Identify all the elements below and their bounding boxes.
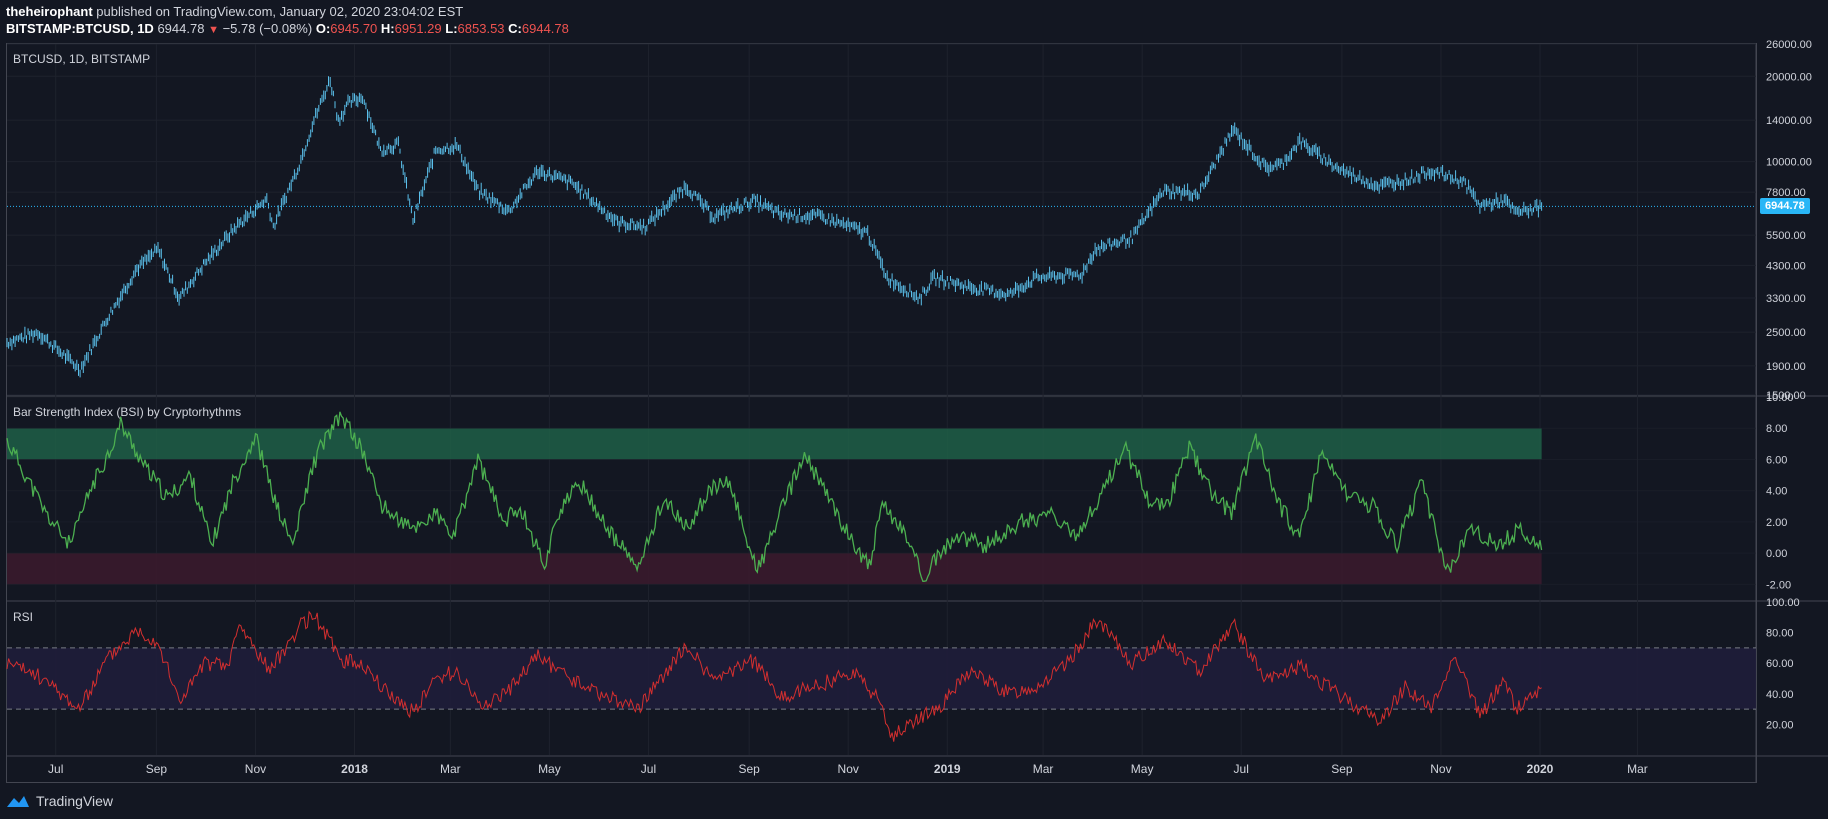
low-value: 6853.53 (457, 21, 505, 36)
price-axis-tick-label: 20000.00 (1766, 71, 1812, 83)
bsi-lower-zone (7, 553, 1542, 585)
rsi-axis-tick-label: 20.00 (1766, 719, 1794, 731)
symbol-label[interactable]: BITSTAMP:BTCUSD, 1D (6, 21, 154, 36)
last-price-tag: 6944.78 (1760, 198, 1810, 215)
publish-info: published on TradingView.com, January 02… (96, 4, 464, 19)
bsi-axis-tick-label: 6.00 (1766, 454, 1787, 466)
x-axis-tick-label: Jul (1234, 762, 1249, 776)
publish-line: theheirophant published on TradingView.c… (6, 4, 463, 19)
bsi-axis-tick-label: 4.00 (1766, 486, 1787, 498)
header: theheirophant published on TradingView.c… (0, 0, 1828, 42)
bsi-axis-tick-label: -2.00 (1766, 579, 1791, 591)
high-label: H: (380, 21, 395, 36)
bsi-upper-zone (7, 428, 1542, 460)
brand-name[interactable]: TradingView (36, 793, 114, 809)
rsi-axis-tick-label: 80.00 (1766, 628, 1794, 640)
price-axis-tick-label: 7800.00 (1766, 187, 1806, 199)
author-name[interactable]: theheirophant (6, 4, 93, 19)
bsi-axis-tick-label: 10.00 (1766, 392, 1794, 404)
price-bars (6, 76, 1543, 378)
close-value: 6944.78 (521, 21, 569, 36)
x-axis-tick-label: Sep (1331, 762, 1353, 776)
rsi-band (7, 647, 1756, 710)
x-axis-tick-label: 2020 (1527, 762, 1554, 776)
x-axis-tick-label: May (1131, 762, 1154, 776)
x-axis-tick-label: Mar (1627, 762, 1648, 776)
bsi-axis-tick-label: 2.00 (1766, 517, 1787, 529)
rsi-line (6, 610, 1542, 742)
price-pane-title: BTCUSD, 1D, BITSTAMP (13, 52, 151, 66)
price-change: −5.78 (−0.08%) (222, 21, 313, 36)
x-axis-tick-label: Mar (1033, 762, 1054, 776)
x-axis-tick-label: Jul (48, 762, 63, 776)
x-axis-tick-label: Nov (1430, 762, 1451, 776)
last-price: 6944.78 (157, 21, 205, 36)
footer: TradingView (6, 790, 113, 812)
high-value: 6951.29 (394, 21, 442, 36)
price-axis-tick-label: 14000.00 (1766, 115, 1812, 127)
x-axis-tick-label: Jul (641, 762, 656, 776)
x-axis-tick-label: Mar (440, 762, 461, 776)
price-axis-tick-label: 1500.00 (1766, 390, 1806, 402)
price-axis-tick-label: 1900.00 (1766, 361, 1806, 373)
x-axis-tick-label: Sep (146, 762, 168, 776)
bsi-axis-tick-label: 0.00 (1766, 548, 1787, 560)
price-axis-tick-label: 2500.00 (1766, 327, 1806, 339)
bsi-line (6, 411, 1543, 582)
down-triangle-icon: ▼ (208, 24, 219, 36)
x-axis-tick-label: 2018 (341, 762, 368, 776)
open-label: O: (315, 21, 331, 36)
rsi-pane-title: RSI (13, 610, 34, 624)
x-axis-tick-label: Nov (838, 762, 859, 776)
x-axis-tick-label: May (538, 762, 561, 776)
price-axis-tick-label: 3300.00 (1766, 293, 1806, 305)
rsi-axis-tick-label: 60.00 (1766, 658, 1794, 670)
x-axis-tick-label: 2019 (934, 762, 961, 776)
close-label: C: (508, 21, 522, 36)
low-label: L: (445, 21, 458, 36)
rsi-axis-tick-label: 100.00 (1766, 597, 1800, 609)
x-axis-tick-label: Nov (245, 762, 266, 776)
rsi-axis-tick-label: 40.00 (1766, 689, 1794, 701)
price-axis-tick-label: 26000.00 (1766, 39, 1812, 51)
bsi-axis-tick-label: 8.00 (1766, 423, 1787, 435)
price-axis-tick-label: 10000.00 (1766, 157, 1812, 169)
price-axis-tick-label: 4300.00 (1766, 260, 1806, 272)
tradingview-logo-icon[interactable] (6, 794, 30, 808)
open-value: 6945.70 (330, 21, 378, 36)
price-axis-tick-label: 5500.00 (1766, 230, 1806, 242)
bsi-pane-title: Bar Strength Index (BSI) by Cryptorhythm… (13, 405, 242, 419)
x-axis-tick-label: Sep (738, 762, 760, 776)
quote-line: BITSTAMP:BTCUSD, 1D 6944.78 ▼ −5.78 (−0.… (6, 21, 569, 36)
